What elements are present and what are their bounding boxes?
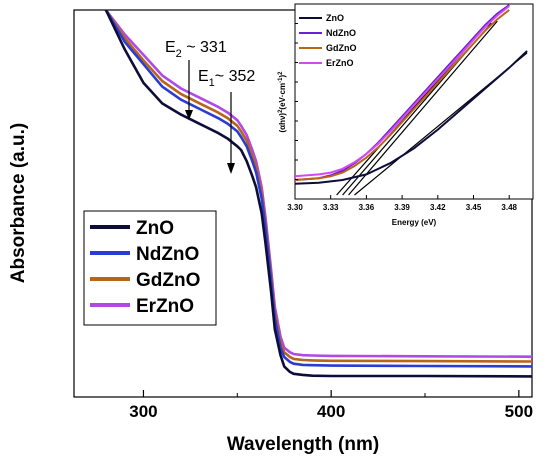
annotation-e1-label: E1~ 352 [198,68,255,89]
main-x-ticks: 300 400 500 [129,390,533,421]
legend-label-gdzno: GdZnO [136,270,200,291]
y-axis-title: Absorbance (a.u.) [8,123,29,283]
inset-legend-label-ndzno: NdZnO [326,28,356,38]
legend-label-erzno: ErZnO [136,296,194,317]
tangent-line-3 [348,20,498,196]
series-line-ndzno [104,9,533,368]
annotation-e1: E1~ 352 [198,68,255,174]
annotation-e1-arrowhead [227,163,235,174]
inset-x-tick-label-3.30: 3.30 [287,203,303,212]
inset-legend-label-zno: ZnO [326,13,344,23]
x-tick-label-500: 500 [505,402,533,421]
inset-x-tick-label-3.33: 3.33 [323,203,339,212]
legend-label-ndzno: NdZnO [136,244,199,265]
main-legend: ZnO NdZnO GdZnO ErZnO [83,210,217,326]
annotation-e2-label: E2 ~ 331 [165,39,227,60]
annotation-e2: E2 ~ 331 [165,39,227,120]
annotation-e2-arrowhead [185,110,193,120]
inset-plot-frame [294,3,534,200]
inset-legend-label-erzno: ErZnO [326,58,354,68]
x-axis-title: Wavelength (nm) [227,434,379,455]
inset-legend: ZnO NdZnO GdZnO ErZnO [299,13,357,68]
inset-x-tick-label-3.48: 3.48 [501,203,517,212]
inset-x-tick-label-3.39: 3.39 [394,203,410,212]
x-tick-label-400: 400 [317,402,345,421]
inset-x-tick-label-3.45: 3.45 [466,203,482,212]
series-line-zno [104,9,533,378]
x-tick-label-300: 300 [129,402,157,421]
inset-x-ticks: 3.30 3.33 3.36 3.39 3.42 3.45 3.48 [287,23,518,212]
inset-series-line-ndzno [294,4,510,181]
legend-label-zno: ZnO [136,218,174,239]
inset-chart: 3.30 3.33 3.36 3.39 3.42 3.45 3.48 Energy (eV)… [278,3,534,227]
inset-series-line-erzno [294,5,510,178]
main-series-group [104,9,533,378]
inset-series-line-zno [294,50,528,185]
inset-series-line-gdzno [294,9,510,181]
inset-x-tick-label-3.36: 3.36 [359,203,375,212]
inset-legend-label-gdzno: GdZnO [326,43,357,53]
inset-y-axis-title: (αhν)2(eV·cm-1)2 [278,71,287,133]
inset-series-group [294,4,528,196]
inset-x-tick-label-3.42: 3.42 [430,203,446,212]
inset-x-axis-title: Energy (eV) [392,218,437,227]
